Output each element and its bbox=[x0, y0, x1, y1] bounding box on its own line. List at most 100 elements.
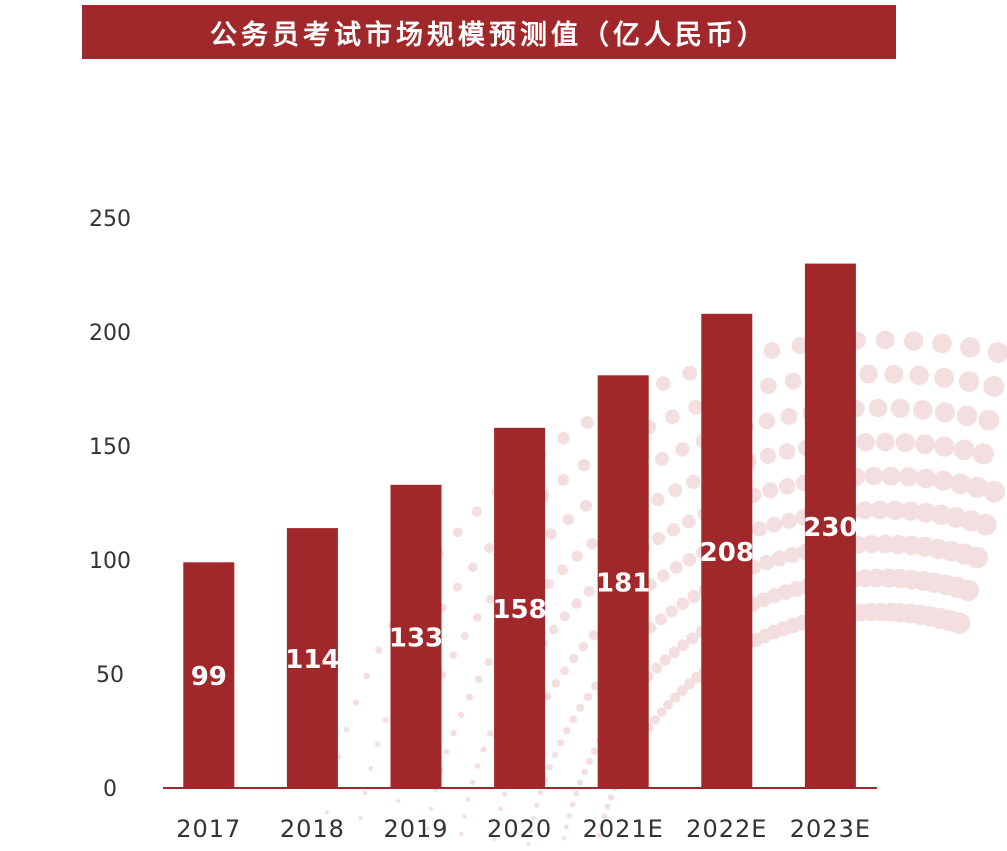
background-dot bbox=[771, 550, 788, 567]
background-dot bbox=[531, 815, 536, 821]
background-dot bbox=[545, 528, 557, 540]
x-tick-label: 2022E bbox=[686, 815, 767, 843]
background-dot bbox=[566, 813, 572, 819]
background-dot bbox=[950, 473, 971, 495]
background-dot bbox=[779, 478, 796, 495]
background-dot bbox=[581, 768, 588, 776]
background-dot bbox=[966, 546, 988, 569]
background-dot bbox=[528, 828, 533, 834]
background-dot bbox=[751, 521, 768, 537]
background-dot bbox=[683, 678, 696, 690]
bar-value-label: 133 bbox=[389, 623, 443, 653]
chart-title: 公务员考试市场规模预测值（亿人民币） bbox=[210, 19, 768, 51]
background-dot bbox=[577, 458, 591, 472]
background-dot bbox=[583, 586, 595, 597]
background-dot bbox=[599, 823, 605, 829]
background-dot bbox=[443, 748, 450, 755]
background-dot bbox=[958, 371, 980, 392]
background-dot bbox=[688, 399, 704, 415]
background-dot bbox=[934, 367, 955, 388]
background-dot bbox=[953, 439, 975, 461]
background-dot bbox=[676, 597, 689, 610]
background-dot bbox=[687, 590, 701, 603]
background-dot bbox=[459, 831, 464, 836]
background-dot bbox=[352, 699, 360, 706]
background-dot bbox=[484, 658, 493, 667]
bar bbox=[701, 313, 753, 788]
bar-series: 99 114 133 158 181 208 230 bbox=[183, 263, 858, 789]
background-dot bbox=[452, 582, 462, 592]
y-tick-label: 100 bbox=[89, 549, 131, 574]
background-dot bbox=[590, 747, 599, 755]
background-dot bbox=[395, 798, 401, 804]
background-dot bbox=[859, 364, 878, 384]
background-dot bbox=[604, 803, 611, 810]
background-dot bbox=[870, 500, 890, 520]
background-dot bbox=[474, 675, 483, 684]
bar-value-label: 230 bbox=[803, 513, 857, 543]
background-dot bbox=[502, 791, 508, 797]
background-dot bbox=[987, 342, 1007, 364]
background-dot bbox=[909, 365, 929, 386]
background-dot bbox=[543, 578, 554, 590]
background-dot bbox=[656, 376, 671, 391]
background-dot bbox=[471, 506, 482, 517]
background-dot bbox=[569, 653, 579, 664]
background-dot bbox=[652, 532, 665, 545]
background-dot bbox=[474, 763, 481, 769]
background-dot bbox=[855, 501, 874, 520]
background-dot bbox=[791, 337, 809, 355]
background-dot bbox=[881, 466, 901, 486]
bar-value-label: 158 bbox=[492, 595, 546, 625]
background-dot bbox=[465, 797, 471, 802]
background-dot bbox=[665, 605, 678, 618]
background-dot bbox=[425, 826, 430, 831]
background-dot bbox=[559, 611, 570, 622]
y-tick-label: 150 bbox=[89, 435, 131, 460]
background-dot bbox=[449, 651, 458, 660]
background-dot bbox=[596, 833, 602, 838]
background-dot bbox=[759, 447, 776, 464]
x-tick-label: 2021E bbox=[583, 815, 664, 843]
y-tick-label: 250 bbox=[89, 207, 131, 232]
background-dot bbox=[686, 474, 701, 489]
background-dot bbox=[563, 727, 571, 735]
background-dot bbox=[657, 569, 670, 582]
background-dot bbox=[551, 751, 559, 759]
background-dot bbox=[470, 780, 476, 786]
background-dot bbox=[972, 443, 994, 465]
background-dot bbox=[665, 409, 680, 425]
background-dot bbox=[557, 431, 570, 445]
bar-value-label: 99 bbox=[191, 662, 227, 692]
background-dot bbox=[934, 436, 955, 457]
background-dot bbox=[675, 442, 690, 457]
background-dot bbox=[915, 502, 936, 523]
background-dot bbox=[492, 837, 497, 841]
background-dot bbox=[562, 513, 575, 526]
background-dot bbox=[537, 789, 544, 796]
background-dot bbox=[666, 523, 681, 537]
y-axis: 0 50 100 150 200 250 bbox=[89, 207, 131, 802]
background-dot bbox=[343, 726, 350, 733]
background-dot bbox=[546, 763, 553, 771]
x-tick-label: 2018 bbox=[280, 815, 345, 843]
background-dot bbox=[760, 377, 777, 395]
background-dot bbox=[915, 434, 935, 455]
background-dot bbox=[656, 707, 667, 718]
background-dot bbox=[663, 699, 674, 710]
background-dot bbox=[382, 717, 389, 724]
background-dot bbox=[655, 613, 667, 626]
background-dot bbox=[780, 408, 798, 425]
background-dot bbox=[868, 398, 888, 418]
background-dot bbox=[682, 514, 696, 529]
background-dot bbox=[534, 802, 540, 808]
background-dot bbox=[778, 443, 796, 460]
background-dot bbox=[577, 779, 584, 786]
background-dot bbox=[682, 553, 697, 567]
background-dot bbox=[429, 806, 434, 812]
background-dot bbox=[682, 365, 698, 381]
background-dot bbox=[571, 550, 583, 563]
background-dot bbox=[862, 534, 881, 554]
background-dot bbox=[668, 483, 683, 498]
bar-value-label: 181 bbox=[596, 569, 650, 599]
